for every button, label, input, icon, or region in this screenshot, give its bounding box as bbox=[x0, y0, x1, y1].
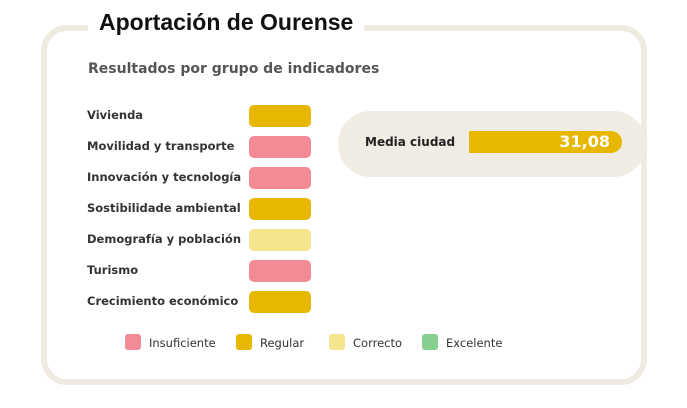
indicator-label: Vivienda bbox=[87, 108, 144, 122]
city-average-bar: 31,08 bbox=[469, 131, 622, 153]
indicator-rating-chip bbox=[249, 291, 311, 313]
indicator-list: Vivienda Movilidad y transporte Innovaci… bbox=[87, 105, 317, 322]
indicator-row: Demografía y población bbox=[87, 229, 317, 260]
legend-swatch bbox=[422, 334, 438, 350]
indicator-rating-chip bbox=[249, 167, 311, 189]
indicator-rating-chip bbox=[249, 229, 311, 251]
indicator-row: Sostibilidade ambiental bbox=[87, 198, 317, 229]
indicator-row: Turismo bbox=[87, 260, 317, 291]
indicator-label: Movilidad y transporte bbox=[87, 139, 235, 153]
indicator-row: Vivienda bbox=[87, 105, 317, 136]
indicator-label: Sostibilidade ambiental bbox=[87, 201, 241, 215]
indicator-label: Turismo bbox=[87, 263, 139, 277]
city-average-label: Media ciudad bbox=[365, 135, 456, 149]
indicator-rating-chip bbox=[249, 260, 311, 282]
page-title: Aportación de Ourense bbox=[88, 6, 365, 38]
indicator-label: Demografía y población bbox=[87, 232, 242, 246]
legend-label: Regular bbox=[260, 336, 305, 350]
indicator-rating-chip bbox=[249, 105, 311, 127]
indicator-row: Crecimiento económico bbox=[87, 291, 317, 322]
indicator-label: Crecimiento económico bbox=[87, 294, 239, 308]
legend-label: Correcto bbox=[353, 336, 403, 350]
section-subtitle: Resultados por grupo de indicadores bbox=[88, 61, 380, 77]
legend-swatch bbox=[329, 334, 345, 350]
indicator-rating-chip bbox=[249, 198, 311, 220]
indicator-row: Innovación y tecnología bbox=[87, 167, 317, 198]
indicator-label: Innovación y tecnología bbox=[87, 170, 242, 184]
city-average-value: 31,08 bbox=[559, 132, 610, 151]
indicator-row: Movilidad y transporte bbox=[87, 136, 317, 167]
legend-label: Excelente bbox=[446, 336, 503, 350]
city-average-panel: Media ciudad 31,08 bbox=[338, 111, 646, 177]
indicator-rating-chip bbox=[249, 136, 311, 158]
legend-label: Insuficiente bbox=[149, 336, 216, 350]
legend-swatch bbox=[236, 334, 252, 350]
legend-swatch bbox=[125, 334, 141, 350]
